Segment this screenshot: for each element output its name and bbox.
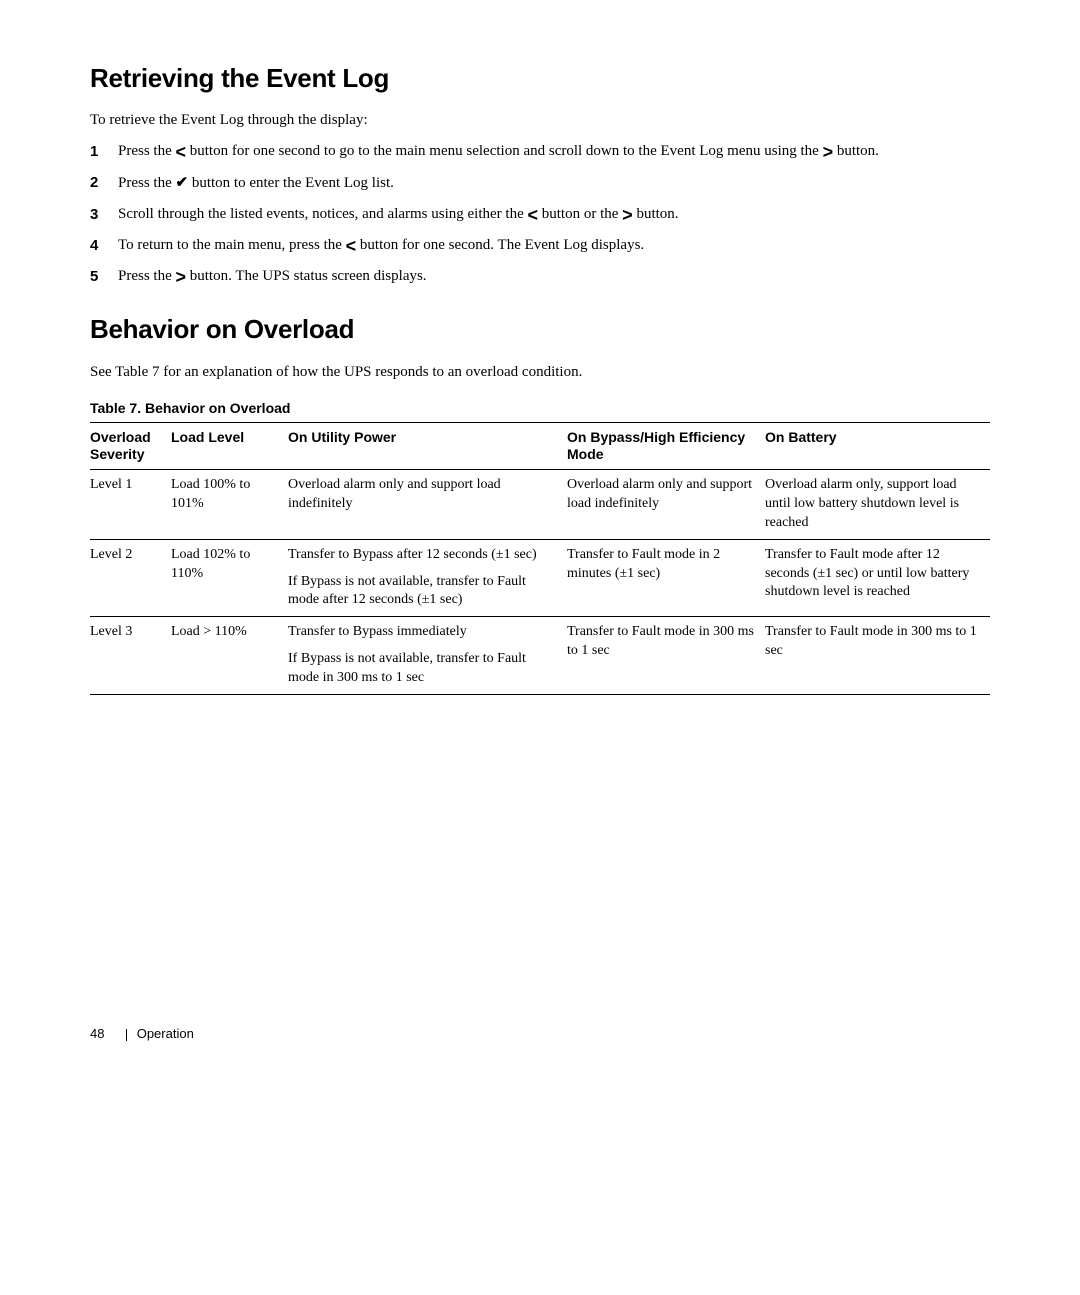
table-row: Level 3 Load > 110% Transfer to Bypass i…: [90, 617, 990, 695]
section-heading: Retrieving the Event Log: [90, 60, 990, 96]
overload-table: Overload Severity Load Level On Utility …: [90, 422, 990, 695]
step-text: Scroll through the listed events, notice…: [118, 204, 990, 225]
step-text: Press the ✔ button to enter the Event Lo…: [118, 172, 990, 194]
step-number: 2: [90, 172, 118, 193]
section-intro: To retrieve the Event Log through the di…: [90, 110, 990, 131]
step-item: 3 Scroll through the listed events, noti…: [90, 204, 990, 225]
cell-severity: Level 1: [90, 469, 171, 539]
cell-battery: Transfer to Fault mode after 12 seconds …: [765, 539, 990, 617]
step-text: Press the < button for one second to go …: [118, 141, 990, 162]
cell-bypass: Transfer to Fault mode in 2 minutes (±1 …: [567, 539, 765, 617]
cell-load: Load 102% to 110%: [171, 539, 288, 617]
col-header: On Utility Power: [288, 423, 567, 470]
cell-utility: Overload alarm only and support load ind…: [288, 469, 567, 539]
step-item: 2 Press the ✔ button to enter the Event …: [90, 172, 990, 194]
step-item: 4 To return to the main menu, press the …: [90, 235, 990, 256]
page-footer: 48 Operation: [90, 1025, 990, 1043]
table-row: Level 2 Load 102% to 110% Transfer to By…: [90, 539, 990, 617]
col-header: On Battery: [765, 423, 990, 470]
step-number: 3: [90, 204, 118, 225]
col-header: Load Level: [171, 423, 288, 470]
section-intro: See Table 7 for an explanation of how th…: [90, 362, 990, 383]
cell-battery: Transfer to Fault mode in 300 ms to 1 se…: [765, 617, 990, 695]
step-item: 5 Press the > button. The UPS status scr…: [90, 266, 990, 287]
cell-bypass: Overload alarm only and support load ind…: [567, 469, 765, 539]
cell-battery: Overload alarm only, support load until …: [765, 469, 990, 539]
cell-utility: Transfer to Bypass after 12 seconds (±1 …: [288, 539, 567, 617]
step-text: To return to the main menu, press the < …: [118, 235, 990, 256]
table-caption: Table 7. Behavior on Overload: [90, 399, 990, 419]
page-number: 48: [90, 1025, 104, 1043]
cell-utility: Transfer to Bypass immediately If Bypass…: [288, 617, 567, 695]
cell-load: Load 100% to 101%: [171, 469, 288, 539]
table-header-row: Overload Severity Load Level On Utility …: [90, 423, 990, 470]
step-number: 5: [90, 266, 118, 287]
footer-section: Operation: [137, 1026, 194, 1041]
col-header: Overload Severity: [90, 423, 171, 470]
cell-bypass: Transfer to Fault mode in 300 ms to 1 se…: [567, 617, 765, 695]
cell-severity: Level 3: [90, 617, 171, 695]
step-number: 4: [90, 235, 118, 256]
table-row: Level 1 Load 100% to 101% Overload alarm…: [90, 469, 990, 539]
cell-severity: Level 2: [90, 539, 171, 617]
step-item: 1 Press the < button for one second to g…: [90, 141, 990, 162]
footer-separator-icon: [126, 1029, 127, 1041]
cell-load: Load > 110%: [171, 617, 288, 695]
steps-list: 1 Press the < button for one second to g…: [90, 141, 990, 287]
step-text: Press the > button. The UPS status scree…: [118, 266, 990, 287]
step-number: 1: [90, 141, 118, 162]
section-heading: Behavior on Overload: [90, 311, 990, 347]
checkmark-icon: ✔: [176, 174, 189, 191]
col-header: On Bypass/High Efficiency Mode: [567, 423, 765, 470]
